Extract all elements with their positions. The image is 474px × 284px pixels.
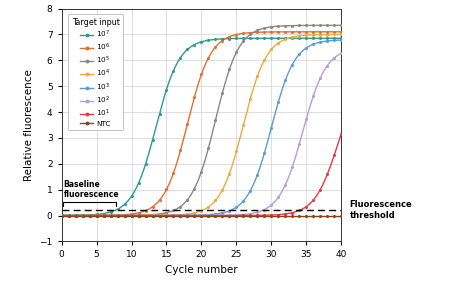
X-axis label: Cycle number: Cycle number	[165, 265, 238, 275]
Text: Baseline
fluorescence: Baseline fluorescence	[64, 180, 119, 199]
Legend: $10^7$, $10^6$, $10^5$, $10^4$, $10^3$, $10^2$, $10^1$, NTC: $10^7$, $10^6$, $10^5$, $10^4$, $10^3$, …	[68, 14, 123, 130]
Text: Fluorescence
threshold: Fluorescence threshold	[350, 200, 412, 220]
Y-axis label: Relative fluorescence: Relative fluorescence	[24, 69, 34, 181]
